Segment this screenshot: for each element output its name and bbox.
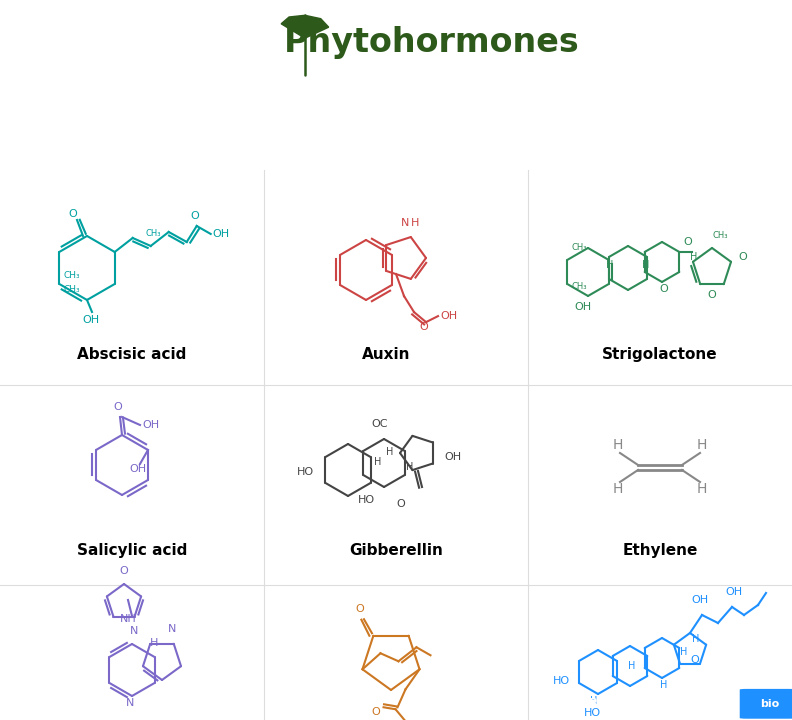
Text: H: H (386, 447, 394, 457)
Text: CH₃: CH₃ (63, 271, 80, 281)
Text: bio: bio (760, 699, 779, 708)
Text: CH₃: CH₃ (712, 231, 728, 240)
Text: H: H (410, 218, 419, 228)
Text: NH: NH (120, 614, 136, 624)
Text: Gibberellin: Gibberellin (349, 543, 443, 558)
Text: N: N (168, 624, 176, 634)
Text: H: H (697, 482, 707, 496)
Text: O: O (738, 252, 747, 262)
Text: OH: OH (82, 315, 100, 325)
Text: HO: HO (357, 495, 375, 505)
Text: CH₃: CH₃ (146, 229, 162, 238)
Text: H: H (661, 680, 668, 690)
Text: H: H (628, 661, 636, 671)
Text: H: H (375, 457, 382, 467)
Text: Created in: Created in (458, 699, 519, 708)
Text: H: H (406, 462, 413, 472)
Text: Ethylene: Ethylene (623, 543, 698, 558)
Text: H: H (613, 482, 623, 496)
Text: H: H (692, 634, 699, 644)
Text: OH: OH (444, 452, 461, 462)
Text: H: H (697, 438, 707, 452)
Text: O: O (371, 707, 380, 717)
Text: O: O (707, 290, 717, 300)
Text: O: O (420, 322, 428, 332)
Text: CH₃: CH₃ (571, 243, 587, 252)
Text: O: O (660, 284, 668, 294)
Text: HO: HO (553, 676, 570, 686)
Text: OC: OC (371, 419, 388, 429)
Text: O: O (69, 209, 78, 219)
Polygon shape (305, 15, 329, 38)
Text: O: O (690, 655, 699, 665)
Text: O: O (190, 211, 199, 221)
Text: Abscisic acid: Abscisic acid (78, 347, 187, 362)
Text: H: H (590, 696, 598, 706)
Text: BioRender.com: BioRender.com (569, 697, 668, 711)
Text: N: N (126, 698, 134, 708)
Text: O: O (683, 237, 692, 247)
Text: OH: OH (142, 420, 159, 430)
Text: H: H (150, 638, 158, 648)
Text: O: O (397, 499, 406, 509)
Text: O: O (355, 604, 364, 613)
Text: H: H (613, 438, 623, 452)
FancyBboxPatch shape (740, 689, 792, 719)
Text: OH: OH (725, 587, 743, 597)
Text: O: O (120, 566, 128, 576)
Text: N: N (130, 626, 138, 636)
Text: OH: OH (129, 464, 147, 474)
Text: Phytohormones: Phytohormones (284, 26, 580, 59)
Text: H: H (642, 260, 649, 270)
Text: H: H (690, 252, 698, 262)
Text: OH: OH (213, 229, 230, 239)
Text: CH₃: CH₃ (571, 282, 587, 291)
Text: HO: HO (584, 708, 600, 718)
Text: O: O (113, 402, 123, 412)
Text: HO: HO (297, 467, 314, 477)
Text: Salicylic acid: Salicylic acid (77, 543, 187, 558)
Polygon shape (281, 15, 305, 38)
Text: CH₃: CH₃ (63, 285, 80, 294)
Text: OH: OH (440, 311, 457, 321)
Text: H: H (607, 260, 614, 270)
Text: OH: OH (574, 302, 592, 312)
Text: H: H (680, 647, 687, 657)
Text: OH: OH (691, 595, 709, 605)
Text: Auxin: Auxin (362, 347, 410, 362)
Text: N: N (401, 218, 409, 228)
Text: Strigolactone: Strigolactone (602, 347, 718, 362)
